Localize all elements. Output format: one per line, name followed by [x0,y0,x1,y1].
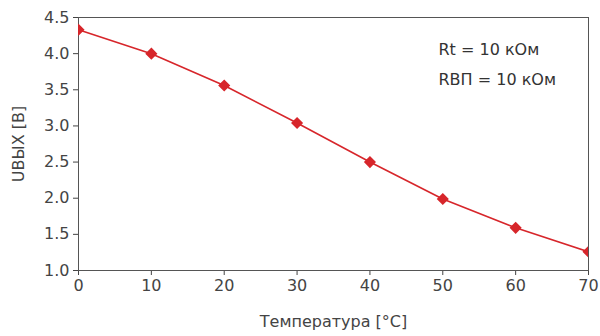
svg-text:10: 10 [141,276,161,295]
svg-text:60: 60 [505,276,525,295]
svg-text:40: 40 [360,276,380,295]
svg-text:70: 70 [578,276,598,295]
svg-text:50: 50 [433,276,453,295]
svg-text:1.0: 1.0 [44,261,69,280]
svg-text:20: 20 [214,276,234,295]
svg-text:Rt = 10 кОм: Rt = 10 кОм [439,40,540,59]
svg-text:30: 30 [287,276,307,295]
svg-text:3.5: 3.5 [44,80,69,99]
svg-text:RВП = 10 кОм: RВП = 10 кОм [439,70,556,89]
svg-text:UВЫХ [В]: UВЫХ [В] [9,106,28,182]
svg-text:3.0: 3.0 [44,116,69,135]
svg-text:4.0: 4.0 [44,44,69,63]
svg-text:Температура [°C]: Температура [°C] [259,312,407,331]
svg-text:0: 0 [73,276,83,295]
svg-text:1.5: 1.5 [44,224,69,243]
svg-text:2.0: 2.0 [44,188,69,207]
svg-text:2.5: 2.5 [44,152,69,171]
svg-text:4.5: 4.5 [44,8,69,27]
